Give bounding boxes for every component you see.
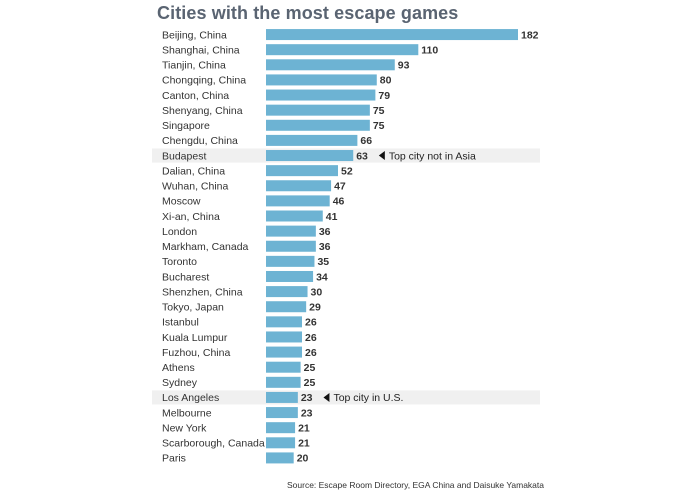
value-label-canton-china: 79 bbox=[378, 90, 390, 102]
category-label-toronto: Toronto bbox=[162, 256, 197, 268]
bar-tokyo-japan bbox=[266, 301, 307, 313]
bar-paris bbox=[266, 452, 294, 464]
category-label-chongqing-china: Chongqing, China bbox=[162, 75, 246, 87]
category-label-new-york: New York bbox=[162, 422, 207, 434]
bar-fuzhou-china bbox=[266, 346, 302, 358]
value-label-dalian-china: 52 bbox=[341, 165, 353, 177]
value-label-sydney: 25 bbox=[304, 377, 316, 389]
bar-shenzhen-china bbox=[266, 286, 308, 298]
category-label-beijing-china: Beijing, China bbox=[162, 29, 227, 41]
value-label-tokyo-japan: 29 bbox=[309, 302, 321, 314]
value-label-beijing-china: 182 bbox=[521, 29, 539, 41]
value-label-budapest: 63 bbox=[356, 150, 368, 162]
value-label-shenzhen-china: 30 bbox=[311, 286, 323, 298]
bar-kuala-lumpur bbox=[266, 331, 302, 343]
bar-singapore bbox=[266, 119, 370, 131]
bar-beijing-china bbox=[266, 29, 518, 41]
category-label-shenyang-china: Shenyang, China bbox=[162, 105, 243, 117]
source-note: Source: Escape Room Directory, EGA China… bbox=[286, 480, 544, 490]
annotation-arrow-los-angeles bbox=[323, 392, 330, 402]
value-label-wuhan-china: 47 bbox=[334, 181, 346, 193]
bar-athens bbox=[266, 361, 301, 373]
value-label-chongqing-china: 80 bbox=[380, 75, 392, 87]
highlight-band-los-angeles bbox=[152, 390, 540, 405]
bar-chongqing-china bbox=[266, 74, 377, 86]
bar-istanbul bbox=[266, 316, 302, 328]
bar-canton-china bbox=[266, 89, 376, 101]
category-label-canton-china: Canton, China bbox=[162, 90, 229, 102]
bar-toronto bbox=[266, 255, 315, 267]
bar-chengdu-china bbox=[266, 134, 358, 146]
bar-shenyang-china bbox=[266, 104, 370, 116]
bar-budapest bbox=[266, 150, 354, 162]
category-label-kuala-lumpur: Kuala Lumpur bbox=[162, 332, 228, 344]
category-label-tokyo-japan: Tokyo, Japan bbox=[162, 302, 224, 314]
value-label-los-angeles: 23 bbox=[301, 392, 313, 404]
value-label-london: 36 bbox=[319, 226, 331, 238]
category-label-tianjin-china: Tianjin, China bbox=[162, 60, 226, 72]
bar-scarborough-canada bbox=[266, 437, 296, 449]
value-label-bucharest: 34 bbox=[316, 271, 328, 283]
value-label-kuala-lumpur: 26 bbox=[305, 332, 317, 344]
category-label-fuzhou-china: Fuzhou, China bbox=[162, 347, 230, 359]
bar-xi-an-china bbox=[266, 210, 323, 222]
bar-shanghai-china bbox=[266, 44, 419, 56]
category-label-wuhan-china: Wuhan, China bbox=[162, 181, 229, 193]
annotation-budapest: Top city not in Asia bbox=[389, 150, 476, 162]
category-label-shenzhen-china: Shenzhen, China bbox=[162, 286, 243, 298]
value-label-moscow: 46 bbox=[333, 196, 345, 208]
bar-wuhan-china bbox=[266, 180, 332, 192]
category-label-sydney: Sydney bbox=[162, 377, 198, 389]
category-label-istanbul: Istanbul bbox=[162, 317, 199, 329]
bar-los-angeles bbox=[266, 391, 298, 403]
value-label-chengdu-china: 66 bbox=[360, 135, 372, 147]
bar-melbourne bbox=[266, 407, 298, 419]
value-label-markham-canada: 36 bbox=[319, 241, 331, 253]
category-label-melbourne: Melbourne bbox=[162, 407, 212, 419]
category-label-moscow: Moscow bbox=[162, 196, 201, 208]
value-label-shenyang-china: 75 bbox=[373, 105, 385, 117]
value-label-paris: 20 bbox=[297, 453, 309, 465]
value-label-melbourne: 23 bbox=[301, 407, 313, 419]
bar-london bbox=[266, 225, 316, 237]
value-label-xi-an-china: 41 bbox=[326, 211, 338, 223]
category-label-markham-canada: Markham, Canada bbox=[162, 241, 249, 253]
bar-new-york bbox=[266, 422, 296, 434]
bar-markham-canada bbox=[266, 240, 316, 252]
bar-tianjin-china bbox=[266, 59, 395, 71]
value-label-athens: 25 bbox=[304, 362, 316, 374]
value-label-fuzhou-china: 26 bbox=[305, 347, 317, 359]
bar-bucharest bbox=[266, 270, 314, 282]
value-label-istanbul: 26 bbox=[305, 317, 317, 329]
category-label-athens: Athens bbox=[162, 362, 195, 374]
bar-dalian-china bbox=[266, 165, 338, 177]
category-label-scarborough-canada: Scarborough, Canada bbox=[162, 438, 265, 450]
bar-sydney bbox=[266, 376, 301, 388]
category-label-bucharest: Bucharest bbox=[162, 271, 209, 283]
value-label-toronto: 35 bbox=[317, 256, 329, 268]
value-label-singapore: 75 bbox=[373, 120, 385, 132]
chart-title: Cities with the most escape games bbox=[157, 3, 459, 23]
category-label-singapore: Singapore bbox=[162, 120, 210, 132]
bar-moscow bbox=[266, 195, 330, 207]
category-label-los-angeles: Los Angeles bbox=[162, 392, 219, 404]
category-label-budapest: Budapest bbox=[162, 150, 206, 162]
category-label-chengdu-china: Chengdu, China bbox=[162, 135, 238, 147]
category-label-xi-an-china: Xi-an, China bbox=[162, 211, 220, 223]
value-label-new-york: 21 bbox=[298, 422, 310, 434]
category-label-paris: Paris bbox=[162, 453, 186, 465]
category-label-shanghai-china: Shanghai, China bbox=[162, 44, 240, 56]
value-label-scarborough-canada: 21 bbox=[298, 438, 310, 450]
value-label-shanghai-china: 110 bbox=[421, 44, 438, 56]
value-label-tianjin-china: 93 bbox=[398, 60, 410, 72]
annotation-arrow-budapest bbox=[378, 151, 385, 161]
category-label-dalian-china: Dalian, China bbox=[162, 165, 225, 177]
annotation-los-angeles: Top city in U.S. bbox=[333, 392, 403, 404]
category-label-london: London bbox=[162, 226, 197, 238]
